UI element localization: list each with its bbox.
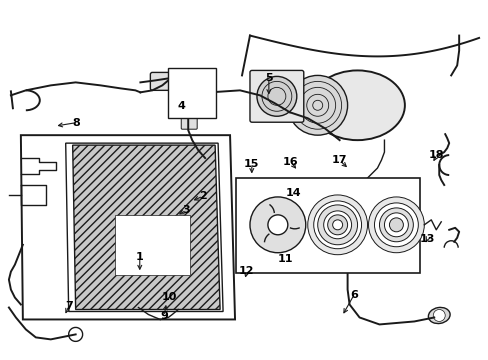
Text: 13: 13 [419, 234, 434, 244]
Circle shape [323, 211, 351, 239]
Circle shape [388, 218, 403, 232]
Text: 8: 8 [72, 118, 80, 128]
Text: 9: 9 [160, 311, 168, 321]
Text: 11: 11 [278, 254, 293, 264]
Text: 16: 16 [283, 157, 298, 167]
Polygon shape [21, 135, 235, 319]
FancyBboxPatch shape [181, 117, 197, 129]
Circle shape [327, 215, 347, 235]
Circle shape [313, 201, 361, 249]
Text: 2: 2 [199, 191, 206, 201]
Circle shape [249, 197, 305, 253]
Circle shape [432, 310, 444, 321]
Polygon shape [73, 145, 220, 310]
Circle shape [332, 220, 342, 230]
Text: 5: 5 [264, 73, 272, 83]
Text: 17: 17 [331, 155, 346, 165]
Text: 1: 1 [136, 252, 143, 262]
Circle shape [368, 197, 424, 253]
Circle shape [267, 215, 287, 235]
Text: 18: 18 [428, 150, 444, 160]
Text: 3: 3 [182, 206, 189, 216]
FancyBboxPatch shape [115, 215, 190, 275]
Circle shape [307, 195, 367, 255]
Text: 15: 15 [244, 159, 259, 169]
Circle shape [379, 208, 412, 242]
Text: 6: 6 [349, 290, 357, 300]
Text: 10: 10 [161, 292, 176, 302]
Ellipse shape [309, 71, 404, 140]
Circle shape [287, 75, 347, 135]
Circle shape [256, 76, 296, 116]
Text: 14: 14 [285, 188, 301, 198]
Circle shape [317, 205, 357, 245]
Ellipse shape [427, 307, 449, 324]
Text: 4: 4 [177, 102, 185, 112]
Text: 12: 12 [239, 266, 254, 276]
Text: 7: 7 [65, 301, 73, 311]
Circle shape [374, 203, 417, 247]
Bar [236, 178, 420, 273]
FancyBboxPatch shape [249, 71, 303, 122]
FancyBboxPatch shape [150, 72, 172, 90]
Circle shape [384, 213, 407, 237]
Bar [168, 68, 216, 118]
